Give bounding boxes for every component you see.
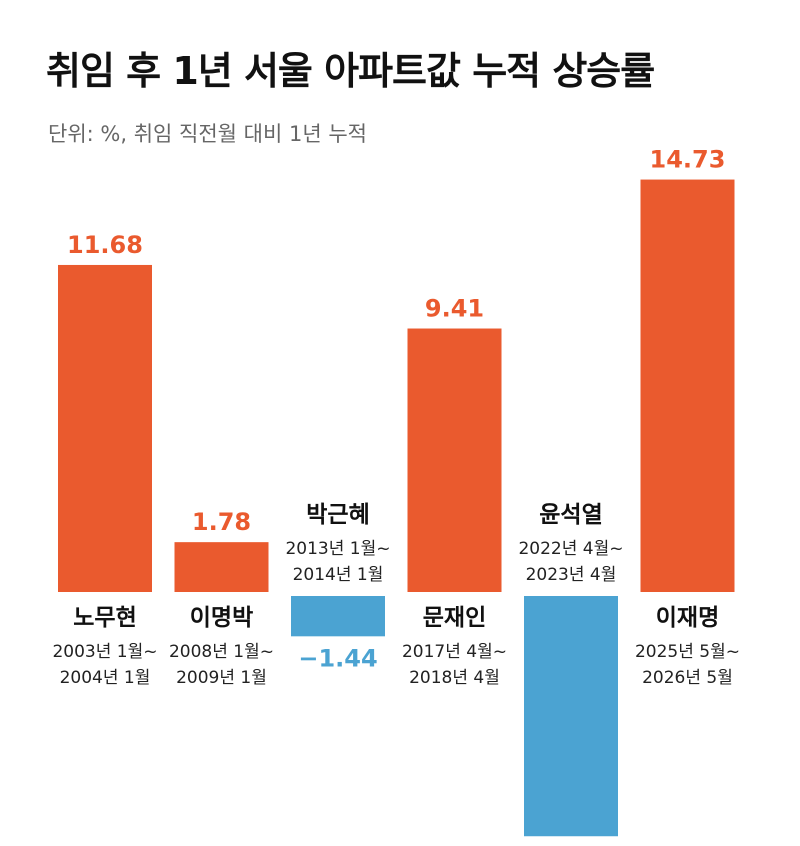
chart-title: 취임 후 1년 서울 아파트값 누적 상승률 bbox=[46, 49, 655, 93]
bar-2 bbox=[291, 596, 385, 637]
period-label-4-0: 2022년 4월~ bbox=[518, 539, 623, 559]
period-label-3-1: 2018년 4월 bbox=[409, 668, 500, 688]
period-label-2-0: 2013년 1월~ bbox=[285, 539, 390, 559]
period-label-5-1: 2026년 5월 bbox=[642, 668, 733, 688]
value-label-0: 11.68 bbox=[67, 231, 143, 259]
period-label-5-0: 2025년 5월~ bbox=[635, 642, 740, 662]
category-label-0: 노무현 bbox=[73, 605, 136, 631]
value-label-1: 1.78 bbox=[192, 508, 251, 536]
bar-1 bbox=[174, 542, 269, 592]
bar-0 bbox=[58, 264, 152, 592]
category-label-5: 이재명 bbox=[656, 605, 719, 631]
period-label-0-0: 2003년 1월~ bbox=[52, 642, 157, 662]
value-label-4: −8.58 bbox=[531, 844, 610, 846]
period-label-1-1: 2009년 1월 bbox=[176, 668, 267, 688]
value-label-2: −1.44 bbox=[298, 644, 377, 672]
category-label-1: 이명박 bbox=[190, 605, 253, 631]
bar-5 bbox=[640, 179, 735, 592]
bar-4 bbox=[524, 596, 618, 837]
period-label-4-1: 2023년 4월 bbox=[526, 565, 617, 585]
bar-3 bbox=[407, 328, 502, 592]
period-label-1-0: 2008년 1월~ bbox=[169, 642, 274, 662]
period-label-2-1: 2014년 1월 bbox=[293, 565, 384, 585]
category-label-4: 윤석열 bbox=[539, 502, 602, 528]
category-label-3: 문재인 bbox=[423, 605, 486, 631]
value-label-5: 14.73 bbox=[650, 146, 726, 174]
period-label-0-1: 2004년 1월 bbox=[60, 668, 151, 688]
period-label-3-0: 2017년 4월~ bbox=[402, 642, 507, 662]
category-label-2: 박근혜 bbox=[306, 502, 369, 528]
chart-subtitle: 단위: %, 취임 직전월 대비 1년 누적 bbox=[48, 122, 367, 146]
value-label-3: 9.41 bbox=[425, 295, 484, 323]
